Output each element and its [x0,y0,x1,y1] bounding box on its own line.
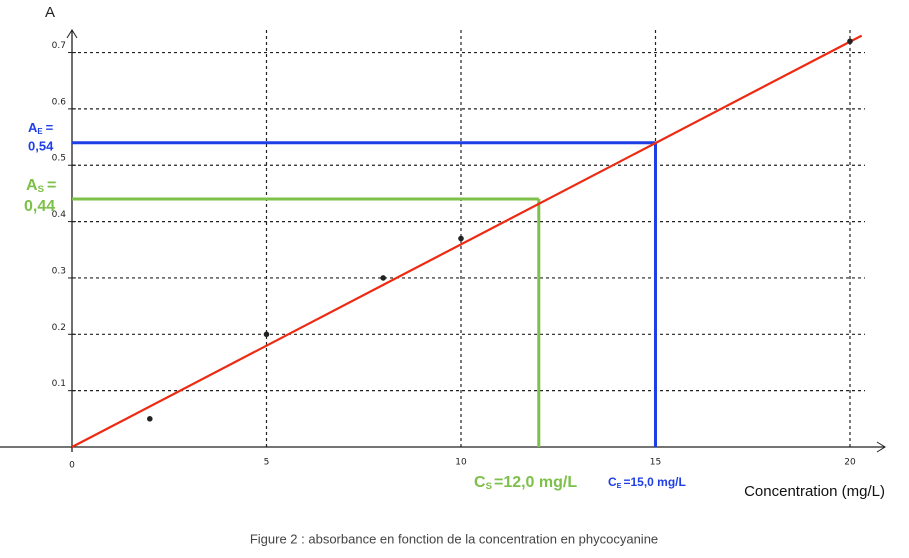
x-reading-label: CE =15,0 mg/L [608,475,686,490]
subscript: S [486,481,493,492]
x-reading-label: CS =12,0 mg/L [474,474,577,491]
x-axis-label: Concentration (mg/L) [744,483,885,500]
caption: Figure 2 : absorbance en fonction de la … [250,531,658,546]
data-point [847,38,853,45]
data-point [458,235,464,242]
data-point [380,275,386,281]
symbol: C [608,475,617,489]
y-reading-value: 0,54 [28,138,54,153]
y-reading-value: 0,44 [24,198,55,215]
y-axis-arrow [66,29,78,39]
y-tick-label: 0.2 [52,323,66,333]
subscript: E [617,481,622,490]
fit-line [71,34,863,448]
y-tick-label: 0.5 [52,154,66,164]
equals: = [46,120,54,135]
data-point [146,416,153,422]
data-point [263,331,270,338]
rest: =12,0 mg/L [494,474,577,491]
y-tick-label: 0.6 [52,97,67,107]
y-tick-label: 0.7 [52,41,66,51]
equals: = [47,177,56,194]
symbol: C [474,474,486,491]
y-tick-label: 0.1 [52,379,66,389]
y-axis-label: A [45,4,55,21]
y-reading-label: AE = [28,120,54,136]
symbol: A [28,120,38,135]
x-tick-label: 10 [455,458,467,468]
y-reading-label: AS = [26,177,56,194]
symbol: A [26,177,38,194]
x-tick-label: 0 [69,461,75,471]
x-tick-label: 20 [844,458,856,468]
x-tick-label: 15 [650,458,661,468]
rest: =15,0 mg/L [623,475,685,489]
x-tick-label: 5 [264,458,270,468]
subscript: E [37,127,42,136]
subscript: S [38,184,45,195]
y-tick-label: 0.3 [52,266,66,276]
x-axis-arrow [876,441,886,453]
y-tick-label: 0.4 [52,210,67,220]
